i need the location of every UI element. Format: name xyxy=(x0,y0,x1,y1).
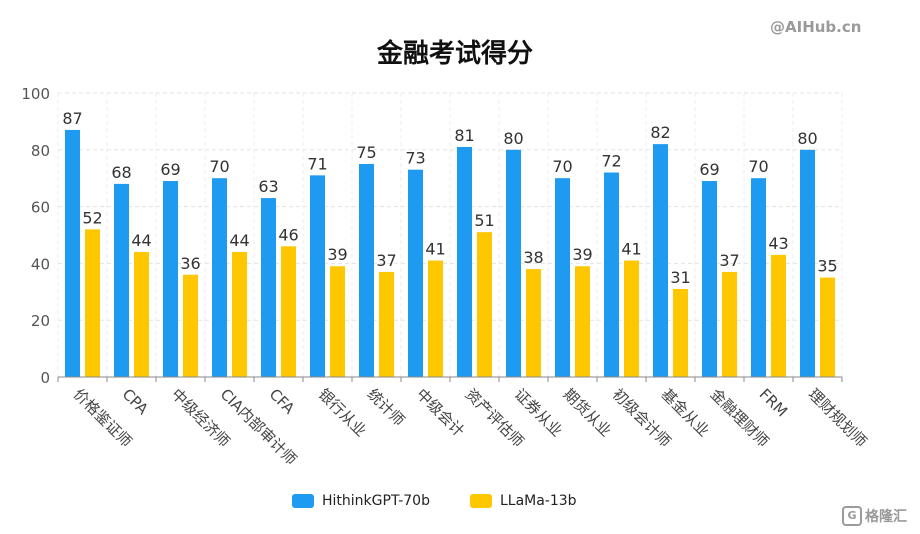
data-label-series-1: 37 xyxy=(719,251,739,270)
bar-series-0[interactable] xyxy=(457,146,472,377)
x-tick-label: FRM xyxy=(756,385,791,420)
bar-series-1[interactable] xyxy=(526,269,541,377)
legend-swatch-series-1 xyxy=(469,494,492,508)
data-label-series-0: 82 xyxy=(650,123,670,142)
y-tick-label: 80 xyxy=(31,142,50,160)
legend-label-series-0: HithinkGPT-70b xyxy=(322,493,430,509)
data-label-series-0: 81 xyxy=(454,126,474,145)
x-tick-label: 期货从业 xyxy=(560,385,615,440)
data-label-series-1: 38 xyxy=(523,248,543,267)
legend-label-series-1: LLaMa-13b xyxy=(499,493,577,509)
data-label-series-1: 41 xyxy=(621,240,641,259)
data-label-series-1: 51 xyxy=(474,211,494,230)
bar-series-1[interactable] xyxy=(624,260,639,377)
x-tick-label: 统计师 xyxy=(364,385,409,430)
bar-series-0[interactable] xyxy=(506,149,521,377)
data-label-series-1: 31 xyxy=(670,268,690,287)
logo-text: 格隆汇 xyxy=(865,509,907,525)
bar-series-1[interactable] xyxy=(820,277,835,377)
data-label-series-1: 39 xyxy=(327,245,347,264)
bar-series-0[interactable] xyxy=(653,144,668,377)
bar-series-0[interactable] xyxy=(163,181,178,377)
data-label-series-0: 73 xyxy=(405,149,425,168)
bar-series-0[interactable] xyxy=(65,129,80,377)
data-label-series-0: 71 xyxy=(307,154,327,173)
x-tick-label: 银行从业 xyxy=(315,385,370,440)
bar-series-1[interactable] xyxy=(134,252,149,377)
data-label-series-0: 68 xyxy=(111,163,131,182)
y-tick-label: 0 xyxy=(40,369,50,387)
x-tick-label: CPA xyxy=(119,385,153,419)
data-label-series-0: 80 xyxy=(797,129,817,148)
bar-series-0[interactable] xyxy=(702,181,717,377)
bar-series-0[interactable] xyxy=(310,175,325,377)
data-label-series-1: 43 xyxy=(768,234,788,253)
x-tick-label: 理财规划师 xyxy=(805,385,871,451)
bar-series-0[interactable] xyxy=(114,183,129,377)
legend-swatch-series-0 xyxy=(292,494,314,508)
data-label-series-1: 36 xyxy=(180,254,200,273)
y-tick-label: 100 xyxy=(21,85,50,103)
data-label-series-0: 75 xyxy=(356,143,376,162)
data-label-series-1: 39 xyxy=(572,245,592,264)
bar-series-1[interactable] xyxy=(379,271,394,377)
bar-series-1[interactable] xyxy=(232,252,247,377)
chart-title: 金融考试得分 xyxy=(376,38,533,69)
data-label-series-1: 41 xyxy=(425,240,445,259)
bar-series-0[interactable] xyxy=(359,164,374,377)
data-label-series-1: 46 xyxy=(278,225,298,244)
data-label-series-0: 69 xyxy=(160,160,180,179)
data-label-series-0: 70 xyxy=(552,157,572,176)
data-label-series-0: 70 xyxy=(748,157,768,176)
x-tick-label: 中级会计 xyxy=(413,385,468,440)
bar-series-1[interactable] xyxy=(771,254,786,377)
bar-series-1[interactable] xyxy=(477,232,492,377)
logo-g-icon: G xyxy=(842,506,862,526)
bar-series-0[interactable] xyxy=(555,178,570,377)
data-label-series-0: 70 xyxy=(209,157,229,176)
data-label-series-0: 72 xyxy=(601,152,621,171)
bar-series-1[interactable] xyxy=(575,266,590,377)
legend-item-series-0[interactable]: HithinkGPT-70b xyxy=(292,493,430,509)
bar-series-1[interactable] xyxy=(281,246,296,377)
x-tick-label: CFA xyxy=(266,385,299,418)
y-tick-label: 60 xyxy=(31,199,50,217)
bar-series-1[interactable] xyxy=(330,266,345,377)
data-label-series-0: 63 xyxy=(258,177,278,196)
data-labels: 87 52 68 44 69 36 70 44 63 46 71 39 75 37 73 41 81 51 80 38… xyxy=(62,109,837,287)
data-label-series-1: 35 xyxy=(817,257,837,276)
data-label-series-1: 37 xyxy=(376,251,396,270)
bar-series-0[interactable] xyxy=(408,169,423,377)
bar-series-1[interactable] xyxy=(722,271,737,377)
legend: HithinkGPT-70b LLaMa-13b xyxy=(292,493,577,509)
bar-series-0[interactable] xyxy=(212,178,227,377)
y-axis: 0 20 40 60 80 100 xyxy=(21,85,50,387)
bar-series-1[interactable] xyxy=(428,260,443,377)
y-tick-label: 20 xyxy=(31,312,50,330)
bar-series-1[interactable] xyxy=(673,288,688,377)
data-label-series-1: 44 xyxy=(229,231,249,250)
y-tick-label: 40 xyxy=(31,255,50,273)
data-label-series-0: 69 xyxy=(699,160,719,179)
bar-series-0[interactable] xyxy=(751,178,766,377)
bars xyxy=(65,129,835,377)
bar-series-0[interactable] xyxy=(604,172,619,377)
bar-series-1[interactable] xyxy=(85,229,100,377)
data-label-series-1: 52 xyxy=(82,208,102,227)
bar-series-0[interactable] xyxy=(800,149,815,377)
data-label-series-1: 44 xyxy=(131,231,151,250)
data-label-series-0: 80 xyxy=(503,129,523,148)
bar-series-0[interactable] xyxy=(261,198,276,377)
watermark-text: @AIHub.cn xyxy=(770,18,862,36)
data-label-series-0: 87 xyxy=(62,109,82,128)
legend-item-series-1[interactable]: LLaMa-13b xyxy=(469,493,577,509)
corner-logo: G 格隆汇 xyxy=(842,506,907,526)
bar-series-1[interactable] xyxy=(183,274,198,377)
